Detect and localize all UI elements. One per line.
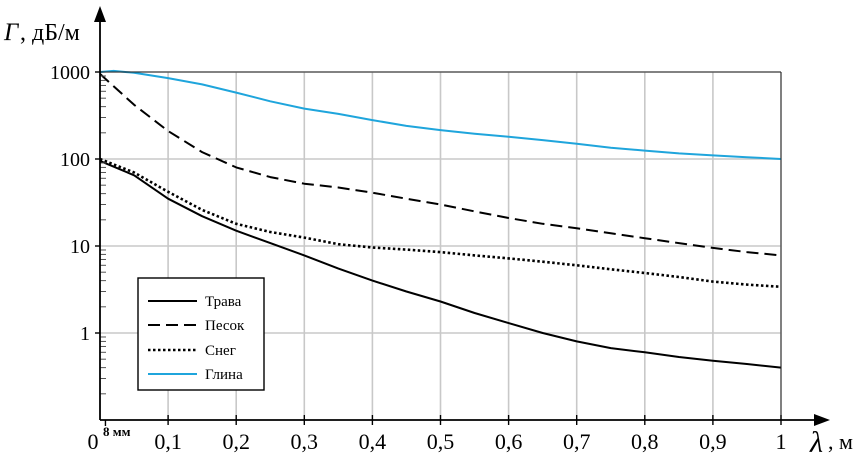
series-line-2 bbox=[99, 157, 782, 289]
x-tick-label: 0,3 bbox=[291, 429, 319, 454]
x-tick-label: 0 bbox=[88, 429, 99, 454]
legend-label-3: Глина bbox=[205, 367, 243, 383]
legend: Трава Песок Снег Глина bbox=[137, 277, 265, 391]
x-tick-label: 0,1 bbox=[154, 429, 182, 454]
x-tick-label: 0,9 bbox=[699, 429, 727, 454]
series-lines bbox=[99, 69, 782, 369]
x-tick-label: 0,6 bbox=[495, 429, 523, 454]
x-axis-arrow bbox=[814, 414, 830, 426]
y-tick-label: 10 bbox=[70, 236, 90, 258]
x-tick-label: 0,2 bbox=[222, 429, 250, 454]
x-tick-label: 0,8 bbox=[631, 429, 659, 454]
x-tick-label: 0,4 bbox=[359, 429, 387, 454]
legend-label-1: Песок bbox=[205, 318, 245, 334]
x-marker-label: 8 мм bbox=[103, 424, 131, 439]
x-axis-label-unit: , м bbox=[828, 429, 853, 454]
series-line-0 bbox=[99, 159, 782, 369]
y-axis-arrow bbox=[94, 6, 106, 22]
axes: 0 0,1 0,2 0,3 0,4 0,5 0,6 0,7 0,8 0,9 1 8 мм 1000 100… bbox=[3, 6, 853, 458]
series-line-3 bbox=[99, 69, 782, 160]
x-tick-label: 1 bbox=[776, 429, 787, 454]
x-tick-label: 0,7 bbox=[563, 429, 591, 454]
y-tick-label: 1000 bbox=[50, 62, 90, 84]
y-axis-label-symbol: Γ bbox=[3, 19, 20, 46]
legend-label-2: Снег bbox=[205, 343, 236, 359]
y-tick-label: 100 bbox=[60, 149, 90, 171]
legend-box bbox=[137, 277, 265, 391]
y-tick-label: 1 bbox=[80, 323, 90, 345]
x-axis-label-symbol: λ bbox=[809, 426, 823, 458]
y-axis-label-unit: , дБ/м bbox=[20, 20, 80, 46]
series-line-1 bbox=[99, 73, 782, 257]
legend-label-0: Трава bbox=[205, 294, 242, 310]
x-tick-label: 0,5 bbox=[427, 429, 455, 454]
